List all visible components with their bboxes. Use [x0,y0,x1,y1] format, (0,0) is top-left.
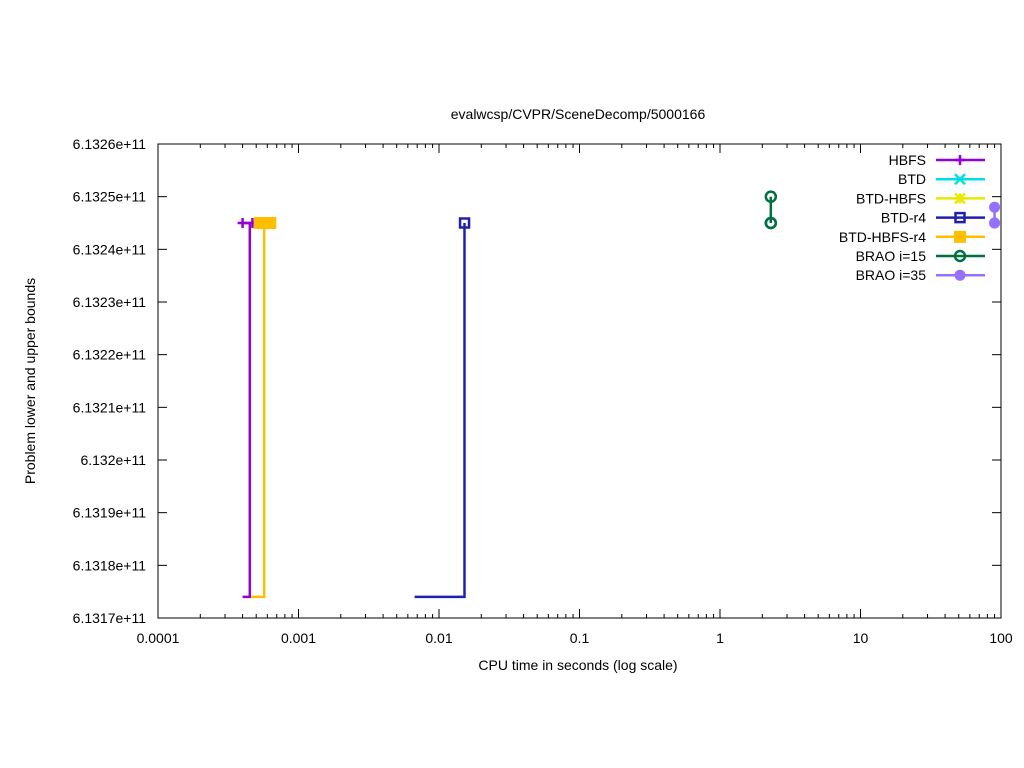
plot-frame [157,143,1002,619]
series-point [458,217,471,229]
series-line-lower [242,223,252,599]
y-tick-label: 6.1322e+11 [73,347,147,363]
y-tick-label: 6.1324e+11 [73,241,147,257]
legend-entry-btd: BTD [898,171,985,187]
legend-label: BRAO i=35 [856,267,927,283]
legend-marker [954,269,966,281]
legend-label: BTD-HBFS-r4 [839,229,926,245]
y-tick-label: 6.1319e+11 [73,505,147,521]
series-point [264,217,277,229]
x-tick-label: 100 [989,630,1013,646]
series-point [764,216,778,230]
series-point [764,190,778,203]
legend: HBFS BTD BTD-HBFS BTD-r4 BTD-HBFS-r4 BRAO i=1… [839,152,985,283]
legend-marker [955,155,965,165]
y-axis-ticks: 6.1317e+11 6.1318e+11 6.1319e+11 6.132e+11 6… [73,136,1001,626]
y-tick-label: 6.1317e+11 [73,610,147,626]
series-btd-r4 [414,217,471,599]
legend-entry-btd-hbfs-r4: BTD-HBFS-r4 [839,229,985,245]
x-axis-label: CPU time in seconds (log scale) [478,657,677,673]
y-tick-label: 6.1321e+11 [73,399,147,415]
series-point [989,217,1001,229]
x-tick-label: 1 [716,630,724,646]
legend-marker [953,249,967,263]
legend-label: BTD [898,171,926,187]
x-tick-label: 0.0001 [137,630,180,646]
legend-label: BRAO i=15 [856,248,927,264]
legend-entry-hbfs: HBFS [889,152,985,168]
y-tick-label: 6.1323e+11 [73,294,147,310]
series-point [237,218,248,228]
series-layer [237,190,1001,599]
series-line-lower [251,223,266,599]
legend-marker [954,211,966,224]
y-axis-label: Problem lower and upper bounds [22,278,38,484]
series-point [989,201,1001,213]
legend-entry-brao-i-15: BRAO i=15 [856,248,985,264]
chart-title: evalwcsp/CVPR/SceneDecomp/5000166 [451,106,706,122]
legend-label: BTD-HBFS [856,190,926,206]
legend-label: HBFS [889,152,926,168]
series-line-lower [414,223,466,599]
series-point [253,217,266,229]
y-tick-label: 6.1326e+11 [73,136,147,152]
x-tick-label: 0.01 [425,630,452,646]
x-tick-label: 0.1 [570,630,590,646]
series-brao-i-15 [764,190,778,230]
y-tick-label: 6.1318e+11 [73,557,147,573]
legend-marker [954,173,966,186]
legend-marker [954,230,966,243]
legend-entry-brao-i-35: BRAO i=35 [856,267,985,283]
legend-entry-btd-hbfs: BTD-HBFS [856,190,985,206]
legend-label: BTD-r4 [881,210,926,226]
x-tick-label: 10 [853,630,869,646]
y-tick-label: 6.1325e+11 [73,189,147,205]
x-axis-ticks: 0.0001 0.001 0.01 0.1 1 10 100 [137,144,1013,646]
series-btd-hbfs-r4 [251,217,277,599]
y-tick-label: 6.132e+11 [80,452,146,468]
x-tick-label: 0.001 [281,630,316,646]
legend-marker [954,192,966,205]
series-hbfs [237,218,258,599]
series-brao-i-35 [989,201,1001,229]
legend-entry-btd-r4: BTD-r4 [881,210,985,226]
